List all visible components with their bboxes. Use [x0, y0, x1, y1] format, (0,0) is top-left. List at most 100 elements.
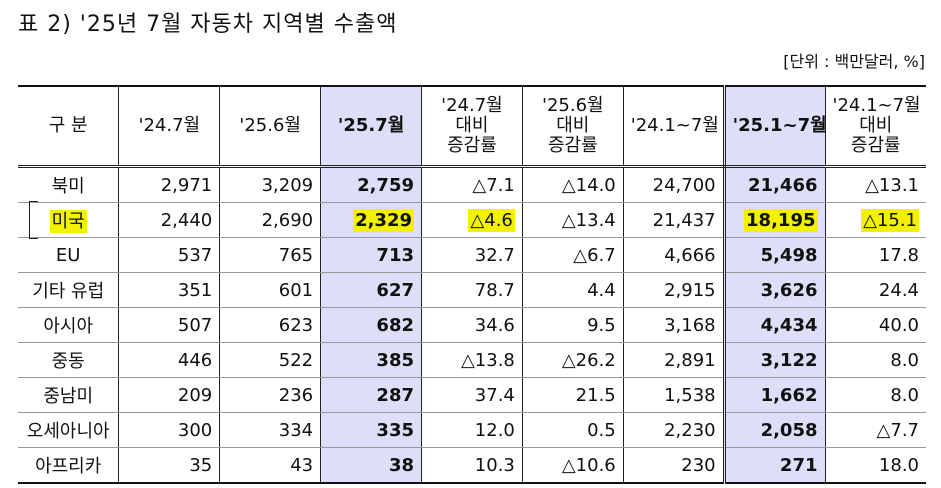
value-cell: △15.1: [824, 202, 926, 238]
column-header: '24.7월 대비 증감률: [421, 85, 523, 168]
header-line: '25.1~7월: [732, 115, 827, 136]
highlight-text: 18,195: [744, 208, 818, 232]
header-line: 대비: [859, 115, 893, 136]
highlight-text: 미국: [49, 210, 87, 233]
value-cell: 32.7: [421, 237, 523, 273]
bracket: 미국: [25, 201, 111, 239]
header-line: 대비: [556, 115, 590, 136]
value-cell: 537: [118, 237, 221, 273]
table-row: 중남미 209 236 287 37.4 21.5 1,538 1,662 8.0: [18, 377, 926, 413]
value-cell: 8.0: [824, 342, 926, 378]
value-cell: 351: [118, 272, 221, 308]
value-cell: 2,759: [320, 166, 422, 203]
value-cell: 4.4: [521, 272, 624, 308]
value-cell: 230: [622, 447, 726, 484]
value-cell: △7.1: [421, 166, 523, 203]
header-line: '25.6월: [239, 115, 301, 136]
column-header: '25.1~7월: [723, 85, 827, 168]
value-cell: 3,209: [219, 166, 322, 203]
region-cell: 기타 유럽: [18, 272, 120, 308]
value-cell: △26.2: [521, 342, 624, 378]
table-row: 오세아니아 300 334 335 12.0 0.5 2,230 2,058 △7.7: [18, 412, 926, 448]
value-cell: 8.0: [824, 377, 926, 413]
column-header: '24.7월: [118, 85, 221, 168]
value-cell: 21,437: [622, 202, 726, 238]
value-cell: 37.4: [421, 377, 523, 413]
value-cell: 2,230: [622, 412, 726, 448]
value-cell: 627: [320, 272, 422, 308]
value-cell: 2,690: [219, 202, 322, 238]
header-line: 증감률: [447, 135, 497, 156]
table-row: 중동 446 522 385 △13.8 △26.2 2,891 3,122 8.0: [18, 342, 926, 378]
column-header: 구 분: [18, 85, 120, 168]
value-cell: 43: [219, 447, 322, 484]
value-cell: 34.6: [421, 307, 523, 343]
value-cell: 2,329: [320, 202, 422, 238]
header-line: '24.1~7월: [630, 115, 719, 136]
header-line: 대비: [455, 115, 489, 136]
value-cell: △7.7: [824, 412, 926, 448]
header-row: 구 분 '24.7월 '25.6월 '25.7월 '24.7월 대비 증감률 '25.6월 대비…: [18, 85, 926, 168]
value-cell: 623: [219, 307, 322, 343]
header-line: 증감률: [850, 135, 901, 156]
region-cell: EU: [18, 237, 120, 273]
value-cell: 522: [219, 342, 322, 378]
region-cell: 중남미: [18, 377, 120, 413]
value-cell: 4,434: [723, 307, 826, 343]
value-cell: △13.1: [824, 166, 926, 203]
header-line: 증감률: [547, 135, 598, 156]
value-cell: 446: [118, 342, 221, 378]
value-cell: 601: [219, 272, 322, 308]
export-table: 구 분 '24.7월 '25.6월 '25.7월 '24.7월 대비 증감률 '25.6월 대비…: [18, 85, 926, 484]
value-cell: 682: [320, 307, 422, 343]
title: 표 2) '25년 7월 자동차 지역별 수출액: [18, 12, 398, 37]
column-header: '24.1~7월: [622, 85, 726, 168]
value-cell: 0.5: [521, 412, 624, 448]
region-cell: 북미: [18, 166, 120, 203]
value-cell: 3,626: [723, 272, 826, 308]
value-cell: 3,122: [723, 342, 826, 378]
table-row: 북미 2,971 3,209 2,759 △7.1 △14.0 24,700 21,466 △1…: [18, 166, 926, 203]
value-cell: 271: [723, 447, 826, 484]
value-cell: 335: [320, 412, 422, 448]
table-row: 미국 2,440 2,690 2,329 △4.6 △13.4 21,437 18,195 △1…: [18, 201, 926, 239]
value-cell: 765: [219, 237, 322, 273]
value-cell: 2,915: [622, 272, 726, 308]
value-cell: △4.6: [421, 202, 523, 238]
value-cell: 24,700: [622, 166, 726, 203]
column-header: '25.6월 대비 증감률: [521, 85, 624, 168]
value-cell: 713: [320, 237, 422, 273]
value-cell: △13.4: [521, 202, 624, 238]
highlight-text: 2,329: [353, 208, 414, 232]
column-header: '25.7월: [320, 85, 422, 168]
value-cell: △6.7: [521, 237, 624, 273]
value-cell: 24.4: [824, 272, 926, 308]
unit-note: [단위 : 백만달러, %]: [783, 52, 925, 71]
column-header: '25.6월: [219, 85, 322, 168]
value-cell: 12.0: [421, 412, 523, 448]
value-cell: 2,058: [723, 412, 826, 448]
header-line: '24.1~7월: [832, 95, 921, 116]
value-cell: 5,498: [723, 237, 826, 273]
value-cell: 334: [219, 412, 322, 448]
value-cell: 1,538: [622, 377, 726, 413]
header-line: '25.7월: [337, 115, 405, 136]
region-cell: 아프리카: [18, 447, 120, 484]
value-cell: 300: [118, 412, 221, 448]
header-line: 구 분: [48, 115, 88, 136]
value-cell: 1,662: [723, 377, 826, 413]
value-cell: 9.5: [521, 307, 624, 343]
region-cell: 오세아니아: [18, 412, 120, 448]
highlight-text: △4.6: [468, 208, 515, 232]
value-cell: 17.8: [824, 237, 926, 273]
value-cell: 38: [320, 447, 422, 484]
value-cell: 18,195: [723, 202, 826, 238]
table-row: 기타 유럽 351 601 627 78.7 4.4 2,915 3,626 24.4: [18, 272, 926, 308]
value-cell: 21,466: [723, 166, 826, 203]
value-cell: 40.0: [824, 307, 926, 343]
region-cell: 미국: [18, 201, 120, 239]
value-cell: △10.6: [521, 447, 624, 484]
value-cell: 4,666: [622, 237, 726, 273]
value-cell: △14.0: [521, 166, 624, 203]
table-row: EU 537 765 713 32.7 △6.7 4,666 5,498 17.8: [18, 237, 926, 273]
